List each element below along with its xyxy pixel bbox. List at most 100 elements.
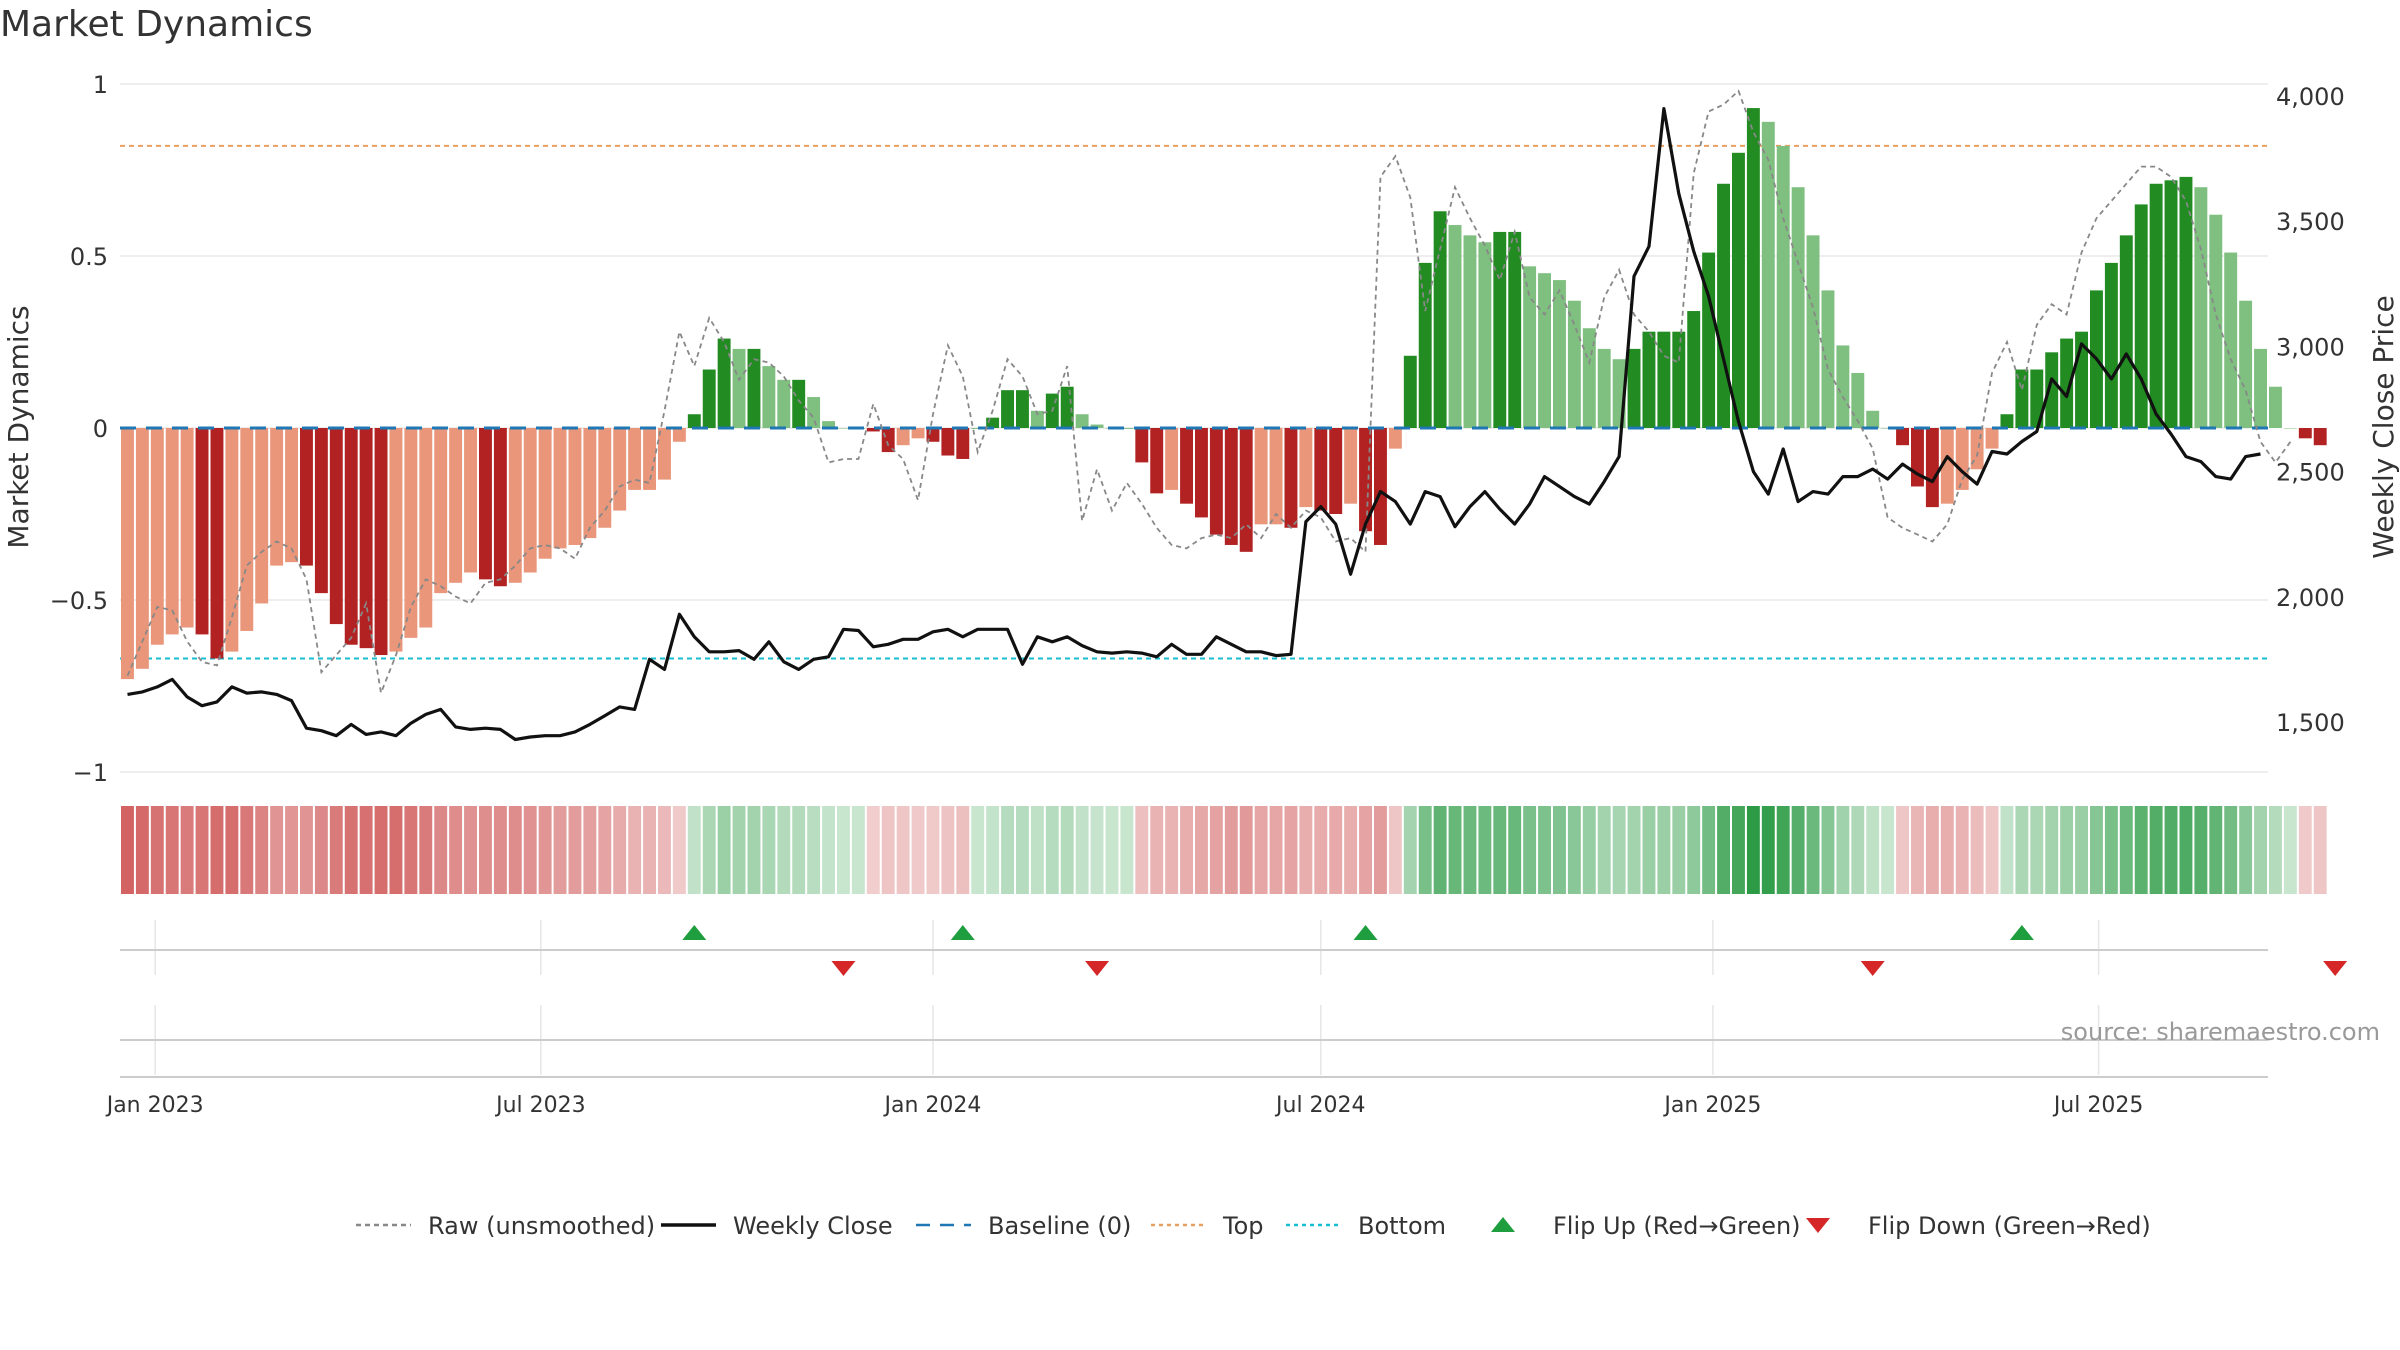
dynamics-bar xyxy=(1553,280,1566,428)
dynamics-bar xyxy=(1732,152,1745,429)
dynamics-bar xyxy=(434,428,448,594)
legend: Raw (unsmoothed) Weekly Close Baseline (0)… xyxy=(356,1212,2151,1240)
dynamics-bar xyxy=(2104,262,2118,428)
y-tick-label-left: 0 xyxy=(93,415,108,443)
heat-cell xyxy=(1597,806,1611,894)
heat-cell xyxy=(837,806,850,894)
dynamics-bar xyxy=(1925,428,1939,508)
x-tick-label: Jan 2023 xyxy=(105,1093,204,1118)
raw-series xyxy=(120,89,2292,697)
heat-cell xyxy=(926,806,940,894)
heat-cell xyxy=(195,806,209,894)
heat-cell xyxy=(1866,806,1880,894)
heat-cell xyxy=(389,806,403,894)
legend-label: Top xyxy=(1222,1212,1264,1240)
heat-cell xyxy=(2104,806,2118,894)
dynamics-bar xyxy=(613,428,627,511)
dynamics-bar xyxy=(807,397,821,428)
dynamics-bar xyxy=(1359,428,1372,532)
heat-cell xyxy=(1493,806,1507,894)
dynamics-bar xyxy=(389,428,403,652)
legend-item: Flip Up (Red→Green) xyxy=(1491,1212,1801,1240)
heat-cell xyxy=(762,806,776,894)
heat-cell xyxy=(449,806,463,894)
dynamics-bar xyxy=(1239,428,1253,552)
dynamics-bars xyxy=(121,108,2327,680)
dynamics-bar xyxy=(2298,428,2312,439)
dynamics-bar xyxy=(121,428,134,680)
heat-cell xyxy=(1523,806,1537,894)
heat-cell xyxy=(2313,806,2327,894)
heat-cell xyxy=(986,806,1000,894)
heat-cell xyxy=(717,806,731,894)
heat-cell xyxy=(1388,806,1402,894)
dynamics-bar xyxy=(1269,428,1283,525)
heat-cell xyxy=(419,806,433,894)
heat-cell xyxy=(434,806,448,894)
legend-item: Weekly Close xyxy=(661,1212,893,1240)
heat-cell xyxy=(1239,806,1253,894)
dynamics-bar xyxy=(419,428,433,628)
heat-cell xyxy=(404,806,418,894)
dynamics-bar xyxy=(1060,386,1074,428)
heat-cell xyxy=(1657,806,1671,894)
x-tick-label: Jul 2023 xyxy=(494,1093,586,1118)
heat-cell xyxy=(1180,806,1193,894)
flip-up-marker xyxy=(2009,925,2034,940)
x-tick-label: Jul 2025 xyxy=(2052,1093,2144,1118)
dynamics-bar xyxy=(732,348,746,428)
heat-cell xyxy=(1970,806,1984,894)
heat-cell xyxy=(1209,806,1223,894)
dynamics-bar xyxy=(866,428,880,432)
heat-cell xyxy=(1881,806,1895,894)
heat-cell xyxy=(538,806,552,894)
heat-cell xyxy=(881,806,895,894)
x-tick-label: Jul 2024 xyxy=(1274,1093,1366,1118)
heat-cell xyxy=(1463,806,1477,894)
dynamics-bar xyxy=(2000,414,2014,428)
heat-cell xyxy=(300,806,313,894)
dynamics-bar xyxy=(493,428,507,587)
dynamics-bar xyxy=(523,428,537,573)
dynamics-bar xyxy=(1761,121,1775,428)
flip-down-marker xyxy=(1860,961,1885,976)
legend-flip-up-icon xyxy=(1491,1217,1515,1232)
dynamics-bar xyxy=(1463,235,1477,428)
y-tick-label-right: 1,500 xyxy=(2276,709,2345,737)
dynamics-bar xyxy=(2224,252,2238,428)
heat-cell xyxy=(1896,806,1909,894)
dynamics-bar xyxy=(777,379,791,428)
heat-cell xyxy=(1851,806,1865,894)
dynamics-bar xyxy=(2313,428,2327,446)
heat-cell xyxy=(1508,806,1522,894)
heat-cell xyxy=(1582,806,1596,894)
legend-label: Flip Up (Red→Green) xyxy=(1553,1212,1801,1240)
weekly-close-series xyxy=(127,106,2261,742)
dynamics-bar xyxy=(1075,414,1089,428)
legend-flip-down-icon xyxy=(1806,1218,1830,1233)
dynamics-bar xyxy=(553,428,567,549)
dynamics-bar xyxy=(941,428,955,456)
dynamics-bar xyxy=(1836,345,1850,428)
heat-cell xyxy=(1955,806,1969,894)
dynamics-bar xyxy=(2239,300,2253,428)
raw-line xyxy=(126,89,2292,697)
dynamics-bar xyxy=(1642,331,1656,428)
dynamics-bar xyxy=(1776,145,1790,429)
heat-cell xyxy=(523,806,537,894)
dynamics-bar xyxy=(195,428,209,635)
dynamics-bar xyxy=(1016,390,1029,428)
heat-cell xyxy=(2075,806,2088,894)
dynamics-bar xyxy=(180,428,194,628)
dynamics-bar xyxy=(628,428,642,490)
heat-cell xyxy=(822,806,835,894)
dynamics-bar xyxy=(1672,331,1686,428)
heat-cell xyxy=(374,806,388,894)
heat-cell xyxy=(1060,806,1074,894)
heat-cell xyxy=(225,806,239,894)
heat-cell xyxy=(1284,806,1298,894)
dynamics-bar xyxy=(2119,235,2133,428)
heat-cell xyxy=(1911,806,1924,894)
heat-cell xyxy=(2000,806,2014,894)
